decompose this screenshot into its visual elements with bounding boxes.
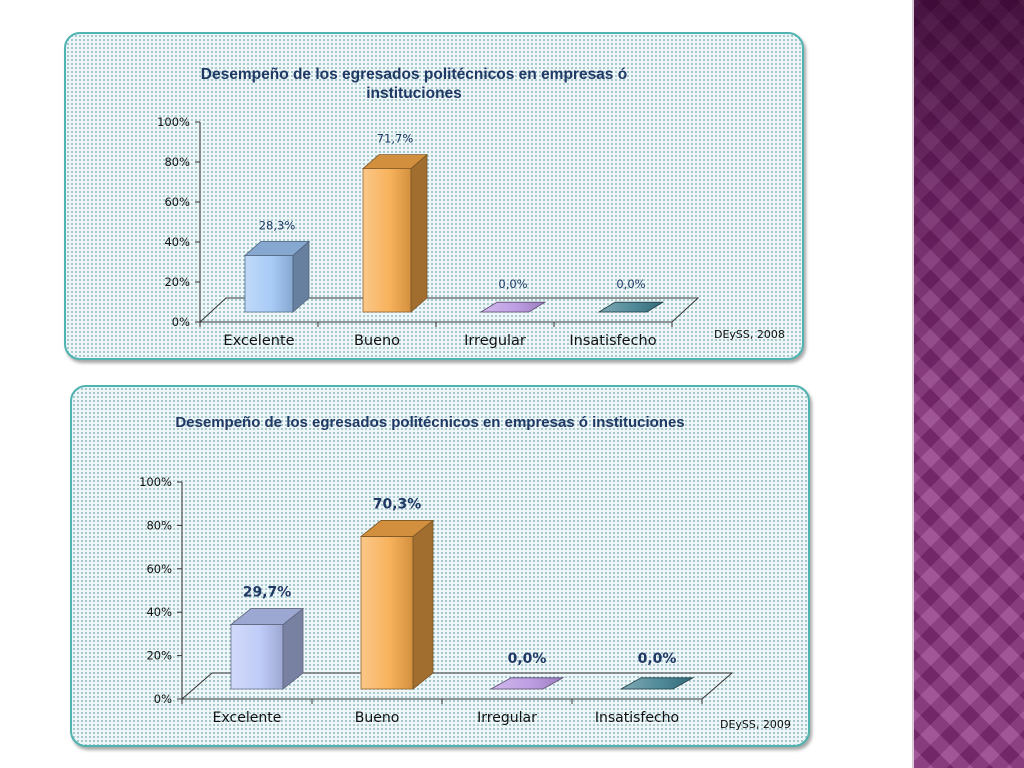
bar-chart-2009: 0% 20% 40% 60% 80% 100% 29,7% Excelente 70,3% Bue… <box>139 475 734 726</box>
y-tick-label: 0% <box>154 692 172 706</box>
bar-top <box>619 677 695 690</box>
y-tick-label: 20% <box>146 649 172 663</box>
x-tick-label: Irregular <box>464 333 526 349</box>
x-tick-label: Irregular <box>477 710 537 726</box>
bar-front <box>244 254 294 313</box>
data-label: 71,7% <box>377 132 414 146</box>
y-tick-label: 20% <box>164 275 190 289</box>
bar-side <box>410 153 428 313</box>
bar-insatisfecho <box>619 677 695 690</box>
bar-top <box>359 520 435 537</box>
chart-panel-2008: Desempeño de los egresados politécnicos … <box>64 32 804 360</box>
bar-front <box>360 536 414 690</box>
bar-front <box>362 168 412 313</box>
bar-excelente <box>229 607 305 690</box>
x-tick-label: Insatisfecho <box>595 710 679 726</box>
data-label: 29,7% <box>243 585 292 601</box>
bar-chart-2008: 0% 20% 40% 60% 80% 100% 28,3% Excelente 71,7% Bue… <box>157 115 700 349</box>
y-tick-label: 100% <box>139 475 172 489</box>
bar-side <box>412 519 434 690</box>
y-tick-label: 60% <box>146 562 172 576</box>
bar-top <box>597 301 665 313</box>
decorative-side-band <box>912 0 1024 768</box>
bar-top <box>229 608 305 625</box>
bar-bueno <box>361 153 429 313</box>
y-tick-label: 80% <box>164 155 190 169</box>
bar-top <box>361 154 429 170</box>
data-label: 0,0% <box>638 651 677 667</box>
x-tick-label: Bueno <box>354 333 400 349</box>
data-label: 28,3% <box>259 218 296 232</box>
data-label: 0,0% <box>616 277 645 291</box>
chart-title: Desempeño de los egresados politécnicos … <box>200 66 628 102</box>
y-tick-label: 60% <box>164 195 190 209</box>
x-tick-label: Excelente <box>223 333 294 349</box>
y-tick-label: 100% <box>157 115 190 129</box>
source-label: DEySS, 2009 <box>720 718 791 731</box>
y-tick-label: 80% <box>146 518 172 532</box>
data-label: 70,3% <box>373 496 422 512</box>
x-tick-label: Insatisfecho <box>569 333 656 349</box>
y-tick-label: 40% <box>164 235 190 249</box>
bar-irregular <box>479 301 547 313</box>
bar-front <box>230 624 284 690</box>
bar-excelente <box>243 240 311 313</box>
y-tick-label: 40% <box>146 605 172 619</box>
bar-irregular <box>489 677 565 690</box>
bar-top <box>489 677 565 690</box>
data-label: 0,0% <box>508 651 547 667</box>
chart-title: Desempeño de los egresados politécnicos … <box>175 414 685 431</box>
bar-top <box>479 301 547 313</box>
bar-top <box>243 240 311 256</box>
x-tick-label: Bueno <box>355 710 400 726</box>
bar-insatisfecho <box>597 301 665 313</box>
data-label: 0,0% <box>498 277 527 291</box>
x-tick-label: Excelente <box>213 710 282 726</box>
chart-panel-2009: Desempeño de los egresados politécnicos … <box>70 385 810 747</box>
y-tick-label: 0% <box>172 315 190 329</box>
source-label: DEySS, 2008 <box>714 328 785 341</box>
bar-bueno <box>359 519 435 690</box>
